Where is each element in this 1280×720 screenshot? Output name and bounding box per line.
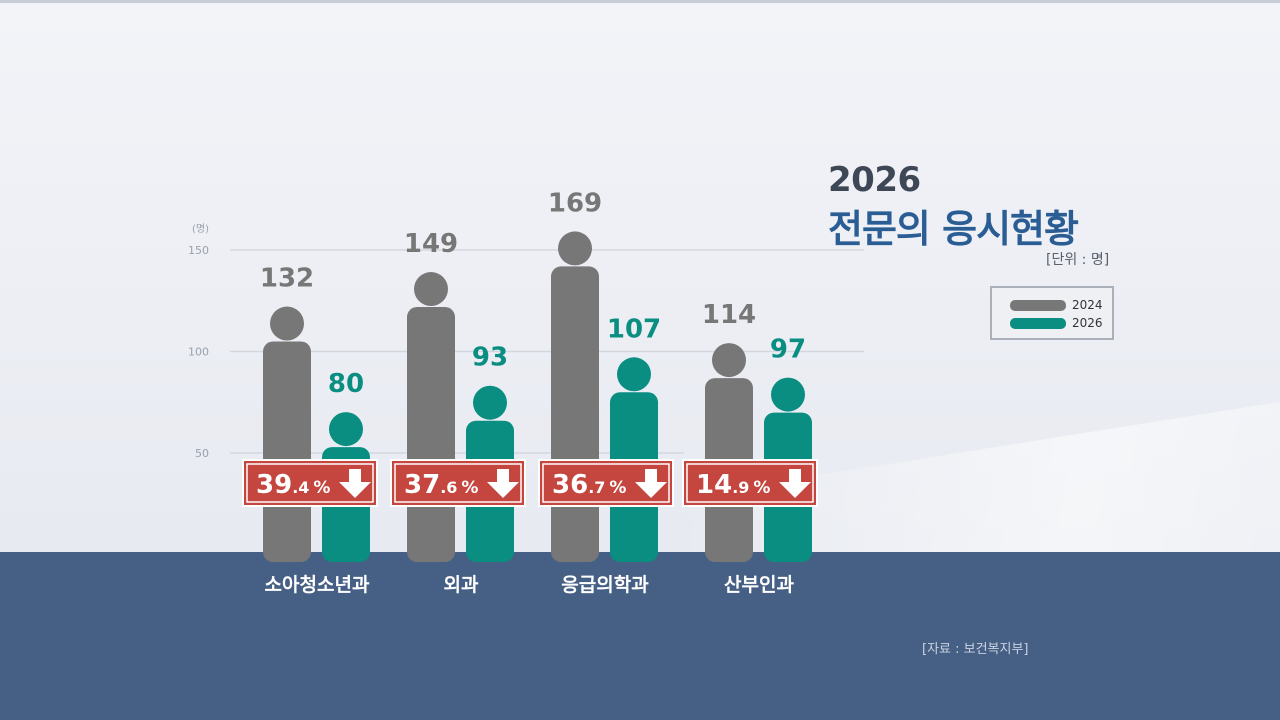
change-badge-frame-3: [686, 463, 814, 503]
change-badge-frame-1: [394, 463, 522, 503]
y-tick-150: 150: [188, 244, 209, 257]
legend-label-2026: 2026: [1072, 316, 1103, 330]
category-label-0: 소아청소년과: [264, 574, 370, 596]
y-tick-100: 100: [188, 346, 209, 359]
category-label-2: 응급의학과: [561, 574, 649, 596]
down-arrow-icon-1: [487, 469, 519, 498]
chart-floor: [0, 552, 1280, 720]
data-label-2024-2: 169: [548, 188, 602, 218]
change-badge-frame-2: [542, 463, 670, 503]
bar-2024-2: [551, 266, 599, 562]
bar-2024-0: [263, 341, 311, 562]
category-label-3: 산부인과: [724, 574, 794, 596]
y-axis-unit: (명): [192, 223, 209, 235]
legend-swatch-2026: [1010, 317, 1066, 329]
bar-2024-1: [407, 307, 455, 562]
unit-label: [단위 : 명]: [1046, 252, 1110, 268]
data-label-2026-1: 93: [472, 343, 508, 373]
change-label-1: 37.6%: [404, 470, 478, 500]
data-label-2024-0: 132: [260, 264, 314, 294]
data-label-2024-3: 114: [702, 300, 756, 330]
bar-head-2026-2: [617, 357, 651, 392]
bar-head-2026-0: [329, 412, 363, 447]
bar-head-2026-1: [473, 385, 507, 420]
data-label-2024-1: 149: [404, 229, 458, 259]
legend-item-2024: 2024: [1010, 297, 1103, 313]
chart-title: 전문의 응시현황: [828, 207, 1079, 251]
legend-label-2024: 2024: [1072, 298, 1103, 312]
source-note: [자료 : 보건복지부]: [922, 642, 1029, 657]
change-label-2: 36.7%: [552, 470, 626, 500]
down-arrow-icon-2: [635, 469, 667, 498]
bar-head-2024-0: [270, 306, 304, 341]
change-label-0: 39.4%: [256, 470, 330, 500]
change-label-3: 14.9%: [696, 470, 770, 500]
legend-item-2026: 2026: [1010, 315, 1103, 331]
title-year: 2026: [828, 160, 921, 200]
top-rule: [0, 0, 1280, 3]
down-arrow-icon-0: [339, 469, 371, 498]
change-badge-frame-0: [246, 463, 374, 503]
bar-head-2026-3: [771, 377, 805, 412]
down-arrow-icon-3: [779, 469, 811, 498]
data-label-2026-2: 107: [607, 314, 661, 344]
change-badge-0: [242, 459, 378, 507]
category-label-1: 외과: [443, 574, 479, 596]
legend-swatch-2024: [1010, 299, 1066, 311]
data-label-2026-0: 80: [328, 369, 364, 399]
legend: 2024 2026: [990, 286, 1114, 340]
data-label-2026-3: 97: [770, 335, 806, 365]
y-tick-50: 50: [195, 447, 209, 460]
bar-head-2024-1: [414, 272, 448, 307]
bar-head-2024-3: [712, 343, 746, 378]
bar-head-2024-2: [558, 231, 592, 266]
